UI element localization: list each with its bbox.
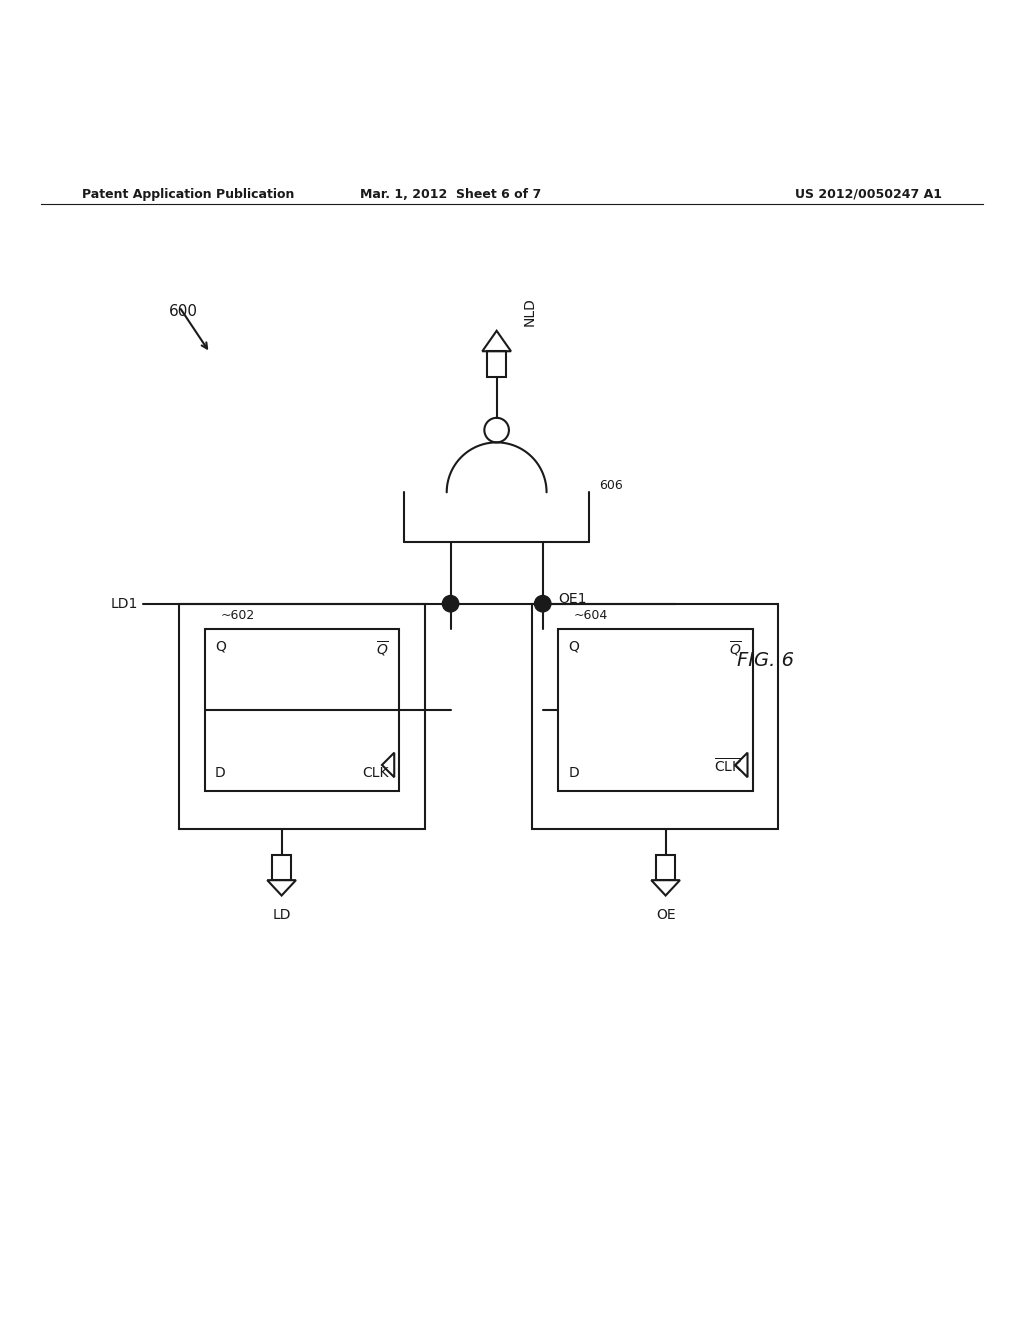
- Text: LD1: LD1: [111, 597, 138, 611]
- Text: FIG. 6: FIG. 6: [737, 651, 795, 669]
- Text: $\overline{\mathrm{CLK}}$: $\overline{\mathrm{CLK}}$: [714, 756, 742, 775]
- Circle shape: [535, 595, 551, 612]
- Text: Q: Q: [568, 639, 580, 653]
- Text: D: D: [568, 767, 579, 780]
- Bar: [558, 630, 753, 791]
- Text: US 2012/0050247 A1: US 2012/0050247 A1: [795, 187, 942, 201]
- Bar: [179, 603, 425, 829]
- Text: CLK: CLK: [362, 767, 389, 780]
- Text: Q: Q: [215, 639, 226, 653]
- Text: Mar. 1, 2012  Sheet 6 of 7: Mar. 1, 2012 Sheet 6 of 7: [359, 187, 542, 201]
- Bar: [656, 854, 675, 880]
- Bar: [532, 603, 778, 829]
- Text: $\overline{Q}$: $\overline{Q}$: [376, 639, 389, 659]
- Text: 600: 600: [169, 305, 198, 319]
- Circle shape: [442, 595, 459, 612]
- Text: $\overline{Q}$: $\overline{Q}$: [729, 639, 742, 659]
- Text: ~602: ~602: [220, 609, 254, 622]
- Bar: [272, 854, 291, 880]
- Text: Patent Application Publication: Patent Application Publication: [82, 187, 294, 201]
- Text: OE1: OE1: [558, 591, 587, 606]
- Text: ~604: ~604: [573, 609, 607, 622]
- Text: OE: OE: [655, 908, 676, 921]
- Text: NLD: NLD: [522, 297, 537, 326]
- Text: D: D: [215, 767, 225, 780]
- Bar: [205, 630, 399, 791]
- Text: 606: 606: [599, 479, 623, 492]
- Text: LD: LD: [272, 908, 291, 921]
